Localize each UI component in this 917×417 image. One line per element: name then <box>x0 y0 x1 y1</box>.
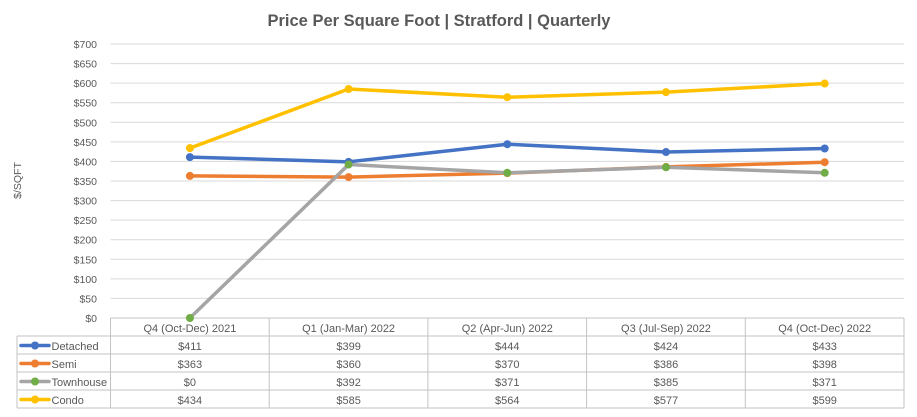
svg-text:$360: $360 <box>336 359 360 371</box>
svg-text:$0: $0 <box>85 313 97 325</box>
svg-text:$433: $433 <box>812 341 836 353</box>
svg-text:$0: $0 <box>184 377 196 389</box>
svg-text:$564: $564 <box>495 395 519 407</box>
svg-text:$650: $650 <box>74 59 98 71</box>
svg-text:$398: $398 <box>812 359 836 371</box>
svg-text:$350: $350 <box>74 176 98 188</box>
svg-text:$585: $585 <box>336 395 360 407</box>
svg-text:$385: $385 <box>654 377 678 389</box>
svg-text:$450: $450 <box>74 137 98 149</box>
svg-text:Q4 (Oct-Dec) 2021: Q4 (Oct-Dec) 2021 <box>143 323 236 335</box>
svg-text:$700: $700 <box>74 39 98 51</box>
svg-text:Q4 (Oct-Dec) 2022: Q4 (Oct-Dec) 2022 <box>778 323 871 335</box>
svg-text:$370: $370 <box>495 359 519 371</box>
svg-text:$371: $371 <box>812 377 836 389</box>
svg-text:Q2 (Apr-Jun) 2022: Q2 (Apr-Jun) 2022 <box>462 323 553 335</box>
svg-text:$100: $100 <box>74 274 98 286</box>
svg-text:$599: $599 <box>812 395 836 407</box>
svg-text:$363: $363 <box>178 359 202 371</box>
svg-text:$424: $424 <box>654 341 678 353</box>
svg-text:$400: $400 <box>74 156 98 168</box>
svg-text:Semi: Semi <box>52 359 77 371</box>
svg-text:$399: $399 <box>336 341 360 353</box>
svg-text:$386: $386 <box>654 359 678 371</box>
svg-text:$150: $150 <box>74 254 98 266</box>
svg-text:Q1 (Jan-Mar) 2022: Q1 (Jan-Mar) 2022 <box>302 323 395 335</box>
svg-text:Price Per Square Foot | Stratf: Price Per Square Foot | Stratford | Quar… <box>268 12 612 30</box>
svg-text:$250: $250 <box>74 215 98 227</box>
svg-text:$550: $550 <box>74 98 98 110</box>
svg-text:$371: $371 <box>495 377 519 389</box>
svg-text:Condo: Condo <box>52 395 84 407</box>
svg-text:$500: $500 <box>74 117 98 129</box>
svg-text:$200: $200 <box>74 235 98 247</box>
svg-text:Townhouse: Townhouse <box>52 377 108 389</box>
svg-text:$600: $600 <box>74 78 98 90</box>
svg-text:$577: $577 <box>654 395 678 407</box>
svg-text:Detached: Detached <box>52 341 99 353</box>
svg-text:$/SQFT: $/SQFT <box>12 162 24 199</box>
svg-text:Q3 (Jul-Sep) 2022: Q3 (Jul-Sep) 2022 <box>621 323 711 335</box>
svg-text:$444: $444 <box>495 341 519 353</box>
svg-text:$434: $434 <box>178 395 202 407</box>
svg-text:$50: $50 <box>79 293 97 305</box>
svg-text:$392: $392 <box>336 377 360 389</box>
svg-text:$411: $411 <box>178 341 202 353</box>
svg-text:$300: $300 <box>74 196 98 208</box>
